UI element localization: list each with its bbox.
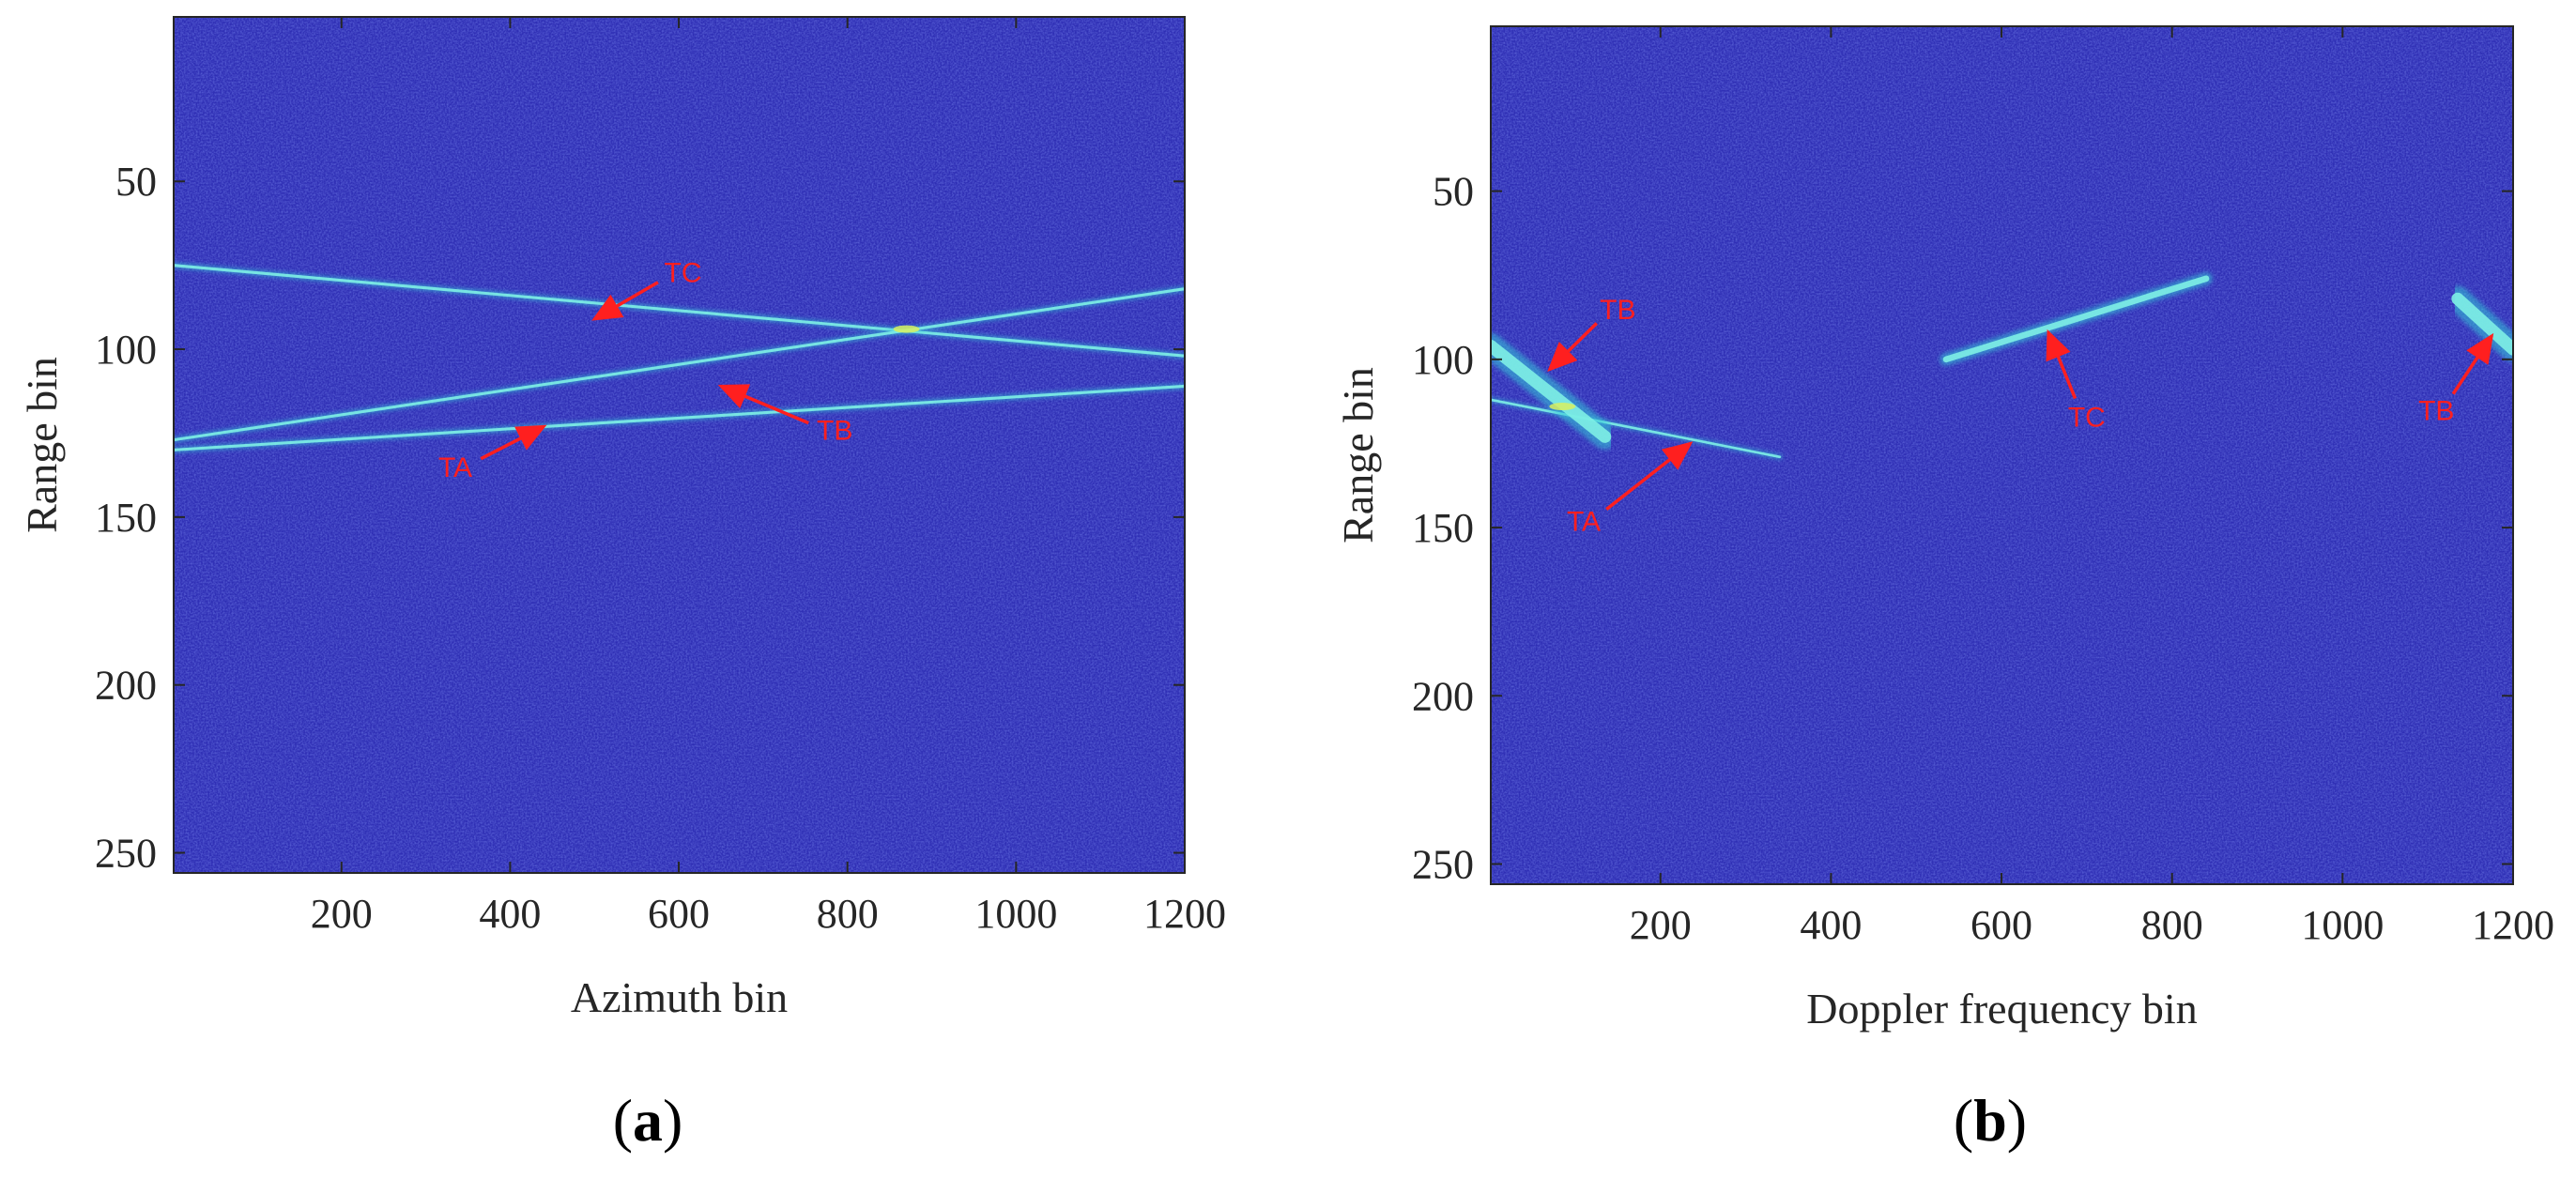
x-tick-label: 1200 <box>2472 902 2554 948</box>
y-tick-label: 100 <box>95 327 157 373</box>
annotation-arrow-ta <box>480 424 547 461</box>
track-ta <box>174 384 1185 451</box>
y-tick-label: 200 <box>95 663 157 709</box>
x-tick-label: 200 <box>1630 902 1692 948</box>
tracks <box>1491 272 2513 460</box>
x-tick-label: 1000 <box>2301 902 2384 948</box>
x-tick-label: 1000 <box>974 891 1057 937</box>
track-tb <box>1491 339 1612 443</box>
tracks <box>174 262 1185 453</box>
y-tick-label: 200 <box>1412 673 1474 719</box>
track-tc <box>1942 275 2210 363</box>
y-axis-label: Range bin <box>18 357 66 533</box>
annotation-label-tb: TB <box>2418 395 2454 426</box>
x-tick-label: 1200 <box>1143 891 1226 937</box>
x-axis-label: Doppler frequency bin <box>1806 985 2197 1033</box>
heatmap-noise <box>1491 26 2513 884</box>
hotspot <box>893 325 920 333</box>
annotation-label-ta: TA <box>438 452 472 483</box>
panel-label: (b) <box>1954 1087 2027 1154</box>
x-tick-label: 600 <box>1970 902 2032 948</box>
annotation-label-tb: TB <box>1600 295 1635 326</box>
x-tick-label: 200 <box>311 891 373 937</box>
track-ta <box>1491 398 1782 459</box>
annotation-arrow-tc <box>2046 329 2078 400</box>
y-tick-label: 100 <box>1412 337 1474 383</box>
x-tick-label: 400 <box>1800 902 1862 948</box>
panel-a: 200 400 600 800 1000 1200 50 100 150 200 250 Azimut… <box>18 16 1226 1154</box>
track-tb <box>2451 292 2513 356</box>
y-tick-label: 250 <box>95 831 157 877</box>
x-axis-label: Azimuth bin <box>571 973 788 1021</box>
annotation-label-ta: TA <box>1567 507 1601 538</box>
annotation-label-tb: TB <box>817 416 852 447</box>
x-tick-label: 800 <box>2141 902 2203 948</box>
annotation-arrow-tb <box>1547 322 1599 373</box>
annotation-arrow-tb <box>2451 332 2494 395</box>
track-tc <box>174 264 1185 358</box>
y-tick-label: 250 <box>1412 841 1474 887</box>
x-tick-label: 600 <box>648 891 710 937</box>
annotation-arrow-tb <box>717 384 809 425</box>
annotation-arrow-ta <box>1605 441 1694 512</box>
panel-b: 200 400 600 800 1000 1200 50 100 150 200 250 Dopple… <box>1334 25 2554 1154</box>
x-tick-label: 800 <box>817 891 879 937</box>
panel-label: (a) <box>613 1087 683 1154</box>
y-axis-label: Range bin <box>1334 367 1382 543</box>
track-tb <box>174 287 1185 442</box>
hotspot <box>1549 403 1576 411</box>
heatmap-noise <box>174 17 1185 873</box>
y-tick-label: 150 <box>1412 505 1474 551</box>
y-tick-label: 50 <box>115 159 157 205</box>
annotation-label-tc: TC <box>2068 403 2106 434</box>
annotation-arrow-tc <box>591 281 659 321</box>
annotation-label-tc: TC <box>665 258 702 289</box>
y-tick-label: 50 <box>1433 169 1474 215</box>
y-tick-label: 150 <box>95 495 157 541</box>
x-tick-label: 400 <box>479 891 541 937</box>
